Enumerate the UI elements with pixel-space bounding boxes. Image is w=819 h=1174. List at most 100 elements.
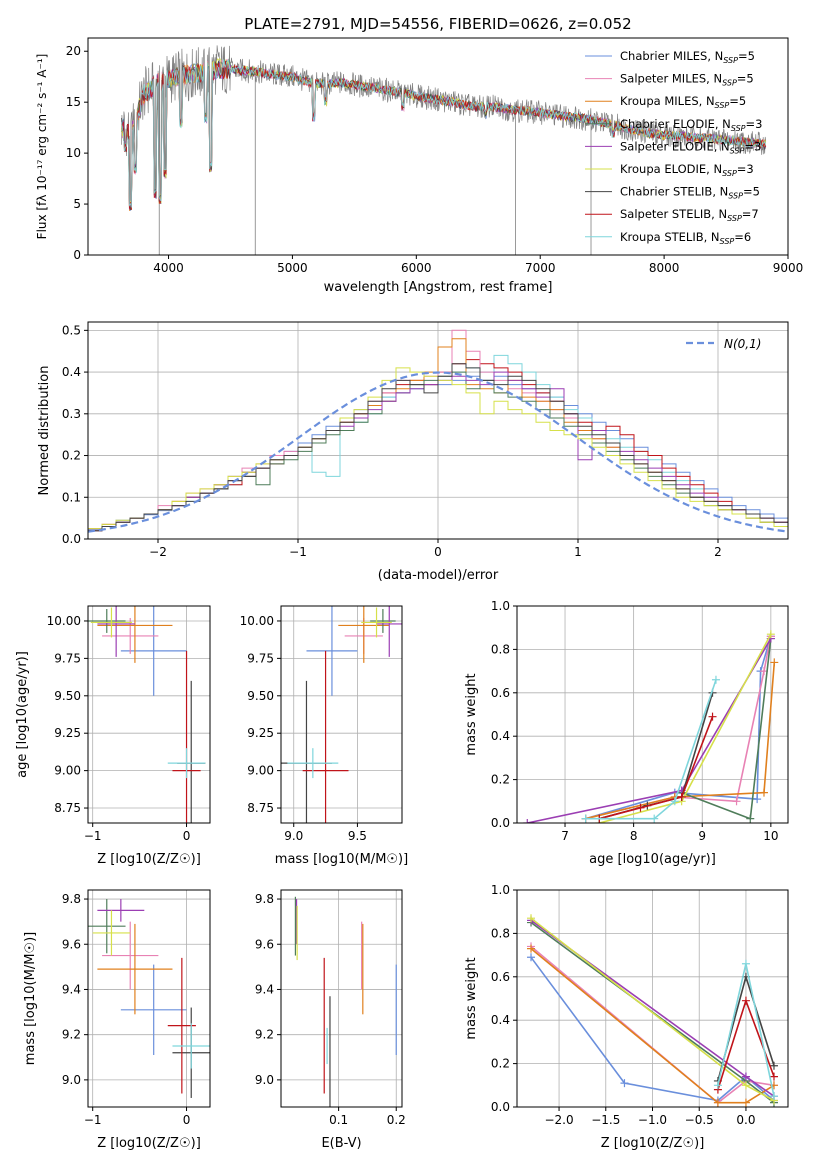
data-marker (741, 996, 750, 1005)
y-tick-label: 0.4 (491, 729, 510, 743)
y-tick-label: 0.6 (491, 970, 510, 984)
data-marker (713, 1098, 722, 1107)
axes-frame (516, 889, 789, 1108)
legend: Chabrier MILES, NSSP=5 Salpeter MILES, NS… (585, 49, 762, 246)
x-tick-label: −1 (289, 545, 307, 559)
legend-label: Chabrier MILES, NSSP=5 (620, 49, 755, 65)
model-line (121, 60, 767, 211)
series-line (527, 638, 772, 823)
y-tick-label: 0.4 (62, 365, 81, 379)
x-tick-label: −2 (149, 545, 167, 559)
plot-spectrum: 4000 5000 6000 7000 8000 9000 0 5 10 15 20 waveleng… (35, 37, 804, 295)
y-tick-label: 0.4 (491, 1013, 510, 1027)
y-tick-label: 10.00 (240, 614, 274, 628)
plot-area (294, 896, 397, 1107)
series-line (599, 692, 714, 820)
y-tick-label: 8.75 (247, 801, 274, 815)
legend-label: Chabrier STELIB, NSSP=5 (620, 185, 760, 201)
normal-curve (88, 371, 788, 533)
data-marker (581, 814, 590, 823)
y-axis-label: mass [log10(M/M☉)] (23, 932, 38, 1065)
x-tick-label: −1.5 (591, 1113, 620, 1127)
x-axis-label: Z [log10(Z/Z☉)] (97, 852, 201, 867)
y-tick-label: 0.0 (491, 1100, 510, 1114)
y-tick-label: 0.3 (62, 407, 81, 421)
data-marker (677, 792, 686, 801)
x-axis-label: age [log10(age/yr)] (589, 852, 716, 867)
y-tick-label: 9.6 (62, 937, 81, 951)
x-axis-label: Z [log10(Z/Z☉)] (97, 1136, 201, 1151)
y-axis-label: Flux [fλ 10⁻¹⁷ erg cm⁻² s⁻¹ A⁻¹] (35, 54, 49, 240)
y-tick-label: 9.0 (255, 1073, 274, 1087)
x-tick-label: 9.0 (284, 829, 303, 843)
y-tick-label: 0.2 (491, 773, 510, 787)
y-tick-label: 20 (66, 44, 81, 58)
y-tick-label: 9.0 (62, 1073, 81, 1087)
x-tick-label: 7000 (525, 261, 556, 275)
plot-weight-vs-Z: −2.0 −1.5 −1.0 −0.5 0.0 0.0 0.2 0.4 0.6 0.8 1.0 Z [… (464, 883, 789, 1151)
data-marker (766, 630, 775, 639)
plot-area (88, 606, 206, 823)
x-tick-label: −1 (84, 829, 102, 843)
plot-area (121, 45, 767, 255)
plot-age-vs-Z: −1 0 8.75 9.00 9.25 9.50 9.75 10.00 Z [log10(Z/Z… (15, 605, 211, 867)
y-tick-label: 9.00 (247, 764, 274, 778)
axes-frame (280, 605, 403, 824)
y-tick-label: 0.6 (491, 686, 510, 700)
y-tick-label: 0.8 (491, 926, 510, 940)
data-marker (527, 914, 536, 923)
y-tick-label: 0.2 (62, 449, 81, 463)
data-marker (636, 803, 645, 812)
y-tick-label: 0.8 (491, 642, 510, 656)
y-tick-label: 0.1 (62, 490, 81, 504)
x-axis-label: wavelength [Angstrom, rest frame] (324, 280, 553, 295)
y-tick-label: 9.8 (255, 892, 274, 906)
data-marker (769, 1072, 778, 1081)
x-axis-label: mass [log10(M/M☉)] (275, 852, 408, 867)
series-line (599, 633, 772, 823)
y-tick-label: 9.6 (255, 937, 274, 951)
x-tick-label: 0.1 (329, 1113, 348, 1127)
plot-area (88, 899, 210, 1098)
figure-title: PLATE=2791, MJD=54556, FIBERID=0626, z=0… (244, 15, 631, 33)
x-tick-label: 1 (574, 545, 582, 559)
y-tick-label: 9.25 (247, 726, 274, 740)
data-marker (746, 814, 755, 823)
histogram-step (88, 363, 788, 539)
y-tick-label: 0 (73, 248, 81, 262)
y-tick-label: 9.4 (62, 982, 81, 996)
data-marker (670, 797, 679, 806)
data-marker (527, 953, 536, 962)
x-tick-label: 9000 (773, 261, 804, 275)
data-marker (523, 819, 532, 823)
axes-frame (87, 37, 789, 256)
axes-frame (280, 889, 403, 1108)
y-tick-label: 1.0 (491, 599, 510, 613)
legend: N(0,1) (686, 337, 761, 351)
axes-frame (87, 889, 211, 1108)
x-tick-label: 0 (183, 1113, 191, 1127)
y-axis-label: age [log10(age/yr)] (15, 651, 30, 778)
y-tick-label: 9.50 (247, 689, 274, 703)
y-tick-label: 9.2 (62, 1028, 81, 1042)
legend-label: N(0,1) (724, 337, 761, 351)
y-tick-label: 9.00 (54, 764, 81, 778)
series-line (530, 947, 775, 1104)
axes-frame (87, 605, 211, 824)
plot-weight-vs-age: 7 8 9 10 0.0 0.2 0.4 0.6 0.8 1.0 age [log10(age/yr… (464, 599, 789, 867)
data-marker (711, 675, 720, 684)
y-tick-label: 9.75 (54, 651, 81, 665)
y-tick-label: 9.2 (255, 1028, 274, 1042)
plot-mass-vs-EBV: 0.1 0.2 9.0 9.2 9.4 9.6 9.8 E(B-V) (255, 889, 406, 1151)
data-marker (753, 795, 762, 804)
data-marker (759, 788, 768, 797)
series-line (585, 679, 717, 820)
data-marker (741, 959, 750, 968)
x-tick-label: 2 (714, 545, 722, 559)
x-tick-label: 9.5 (348, 829, 367, 843)
y-tick-label: 9.4 (255, 982, 274, 996)
data-marker (770, 658, 779, 667)
x-tick-label: 5000 (277, 261, 308, 275)
y-tick-label: 9.50 (54, 689, 81, 703)
plot-age-vs-mass: 9.0 9.5 8.75 9.00 9.25 9.50 9.75 10.00 mass [log… (240, 605, 408, 867)
